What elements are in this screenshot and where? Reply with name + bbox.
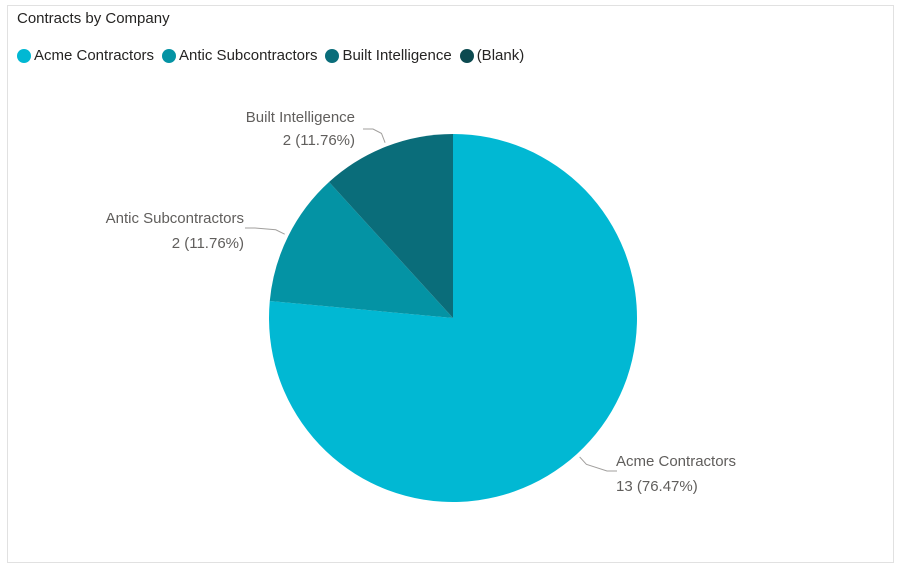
legend-label-built-intelligence: Built Intelligence [342, 47, 452, 64]
chart-title: Contracts by Company [17, 10, 170, 27]
data-label-value-acme-contractors: 13 (76.47%) [616, 478, 698, 495]
leader-line-antic-subcontractors [245, 227, 285, 235]
legend-swatch-acme-contractors [17, 48, 31, 63]
legend-label-antic-subcontractors: Antic Subcontractors [179, 47, 318, 64]
chart-legend: Acme Contractors Antic Subcontractors Bu… [17, 47, 532, 64]
pie-slice-antic-subcontractors[interactable] [269, 182, 453, 318]
data-label-name-antic-subcontractors: Antic Subcontractors [106, 210, 244, 227]
legend-item-acme-contractors[interactable]: Acme Contractors [17, 47, 154, 64]
pie-chart-visual[interactable]: Contracts by Company Acme Contractors An… [7, 5, 894, 563]
leader-line-built-intelligence [363, 128, 386, 143]
legend-swatch-antic-subcontractors [162, 48, 177, 63]
data-label-name-acme-contractors: Acme Contractors [616, 453, 736, 470]
legend-swatch-built-intelligence [325, 48, 340, 63]
legend-swatch-blank [459, 48, 474, 63]
data-label-name-built-intelligence: Built Intelligence [246, 109, 355, 126]
legend-item-antic-subcontractors[interactable]: Antic Subcontractors [162, 47, 317, 64]
pie-slice-built-intelligence[interactable] [329, 134, 453, 318]
legend-label-acme-contractors: Acme Contractors [34, 47, 155, 64]
data-label-value-antic-subcontractors: 2 (11.76%) [172, 235, 244, 252]
data-label-value-built-intelligence: 2 (11.76%) [283, 132, 355, 149]
legend-item-blank[interactable]: (Blank) [459, 47, 525, 64]
leader-line-acme-contractors [579, 456, 617, 472]
legend-label-blank: (Blank) [476, 47, 525, 64]
pie-plot-area: Acme Contractors 13 (76.47%) Antic Subcont… [106, 109, 736, 503]
legend-item-built-intelligence[interactable]: Built Intelligence [325, 47, 452, 64]
pie-slice-acme-contractors[interactable] [269, 134, 637, 503]
